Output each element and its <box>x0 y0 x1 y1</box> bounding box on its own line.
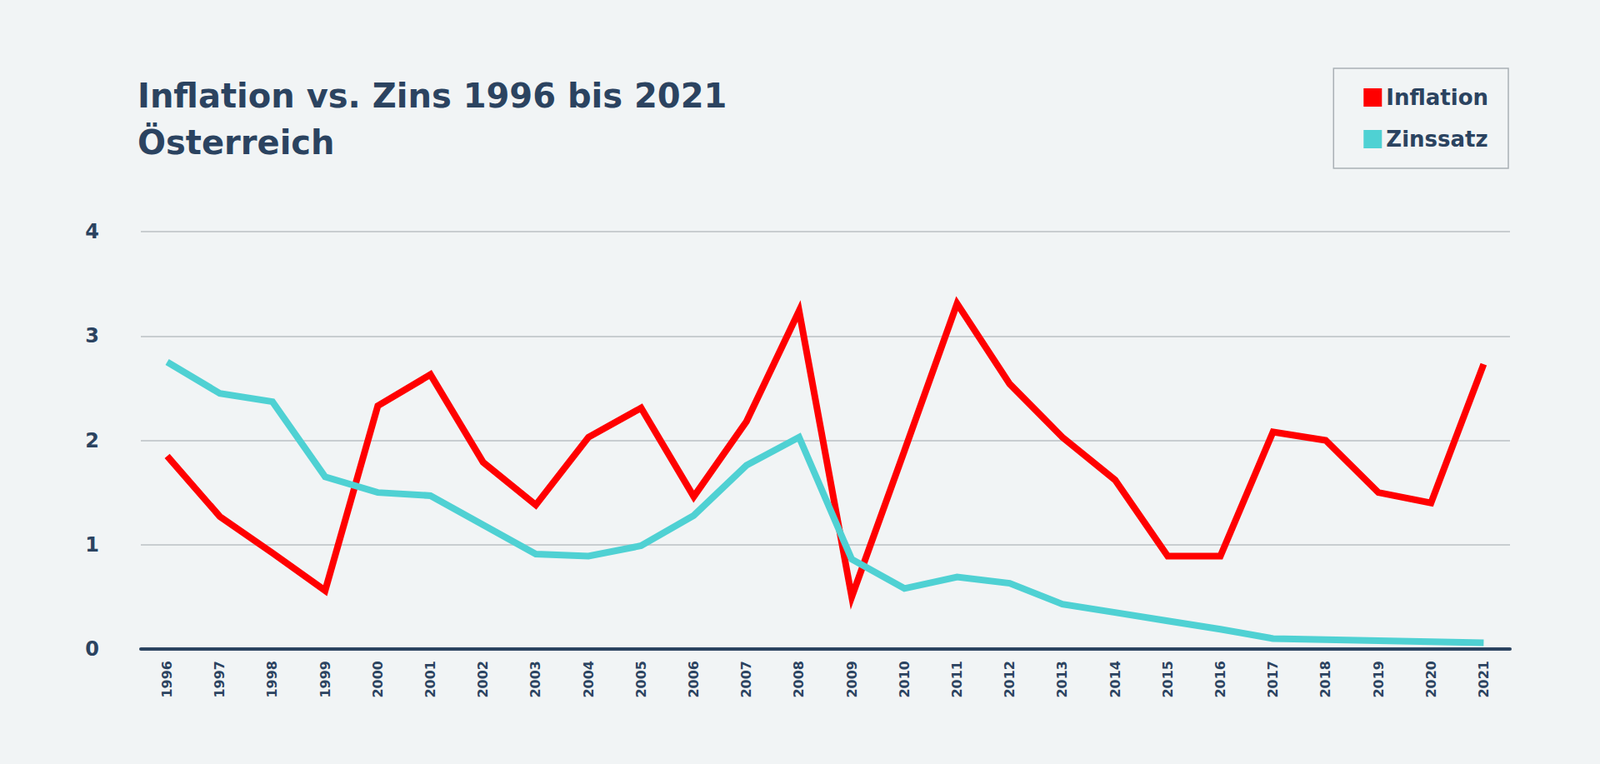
svg-text:2018: 2018 <box>1317 660 1334 699</box>
svg-text:2003: 2003 <box>527 660 544 699</box>
svg-text:2005: 2005 <box>633 660 650 699</box>
svg-text:2020: 2020 <box>1423 660 1440 699</box>
svg-text:Inflation: Inflation <box>1385 85 1489 110</box>
svg-text:2009: 2009 <box>844 660 860 699</box>
svg-text:2011: 2011 <box>949 660 965 699</box>
svg-text:2000: 2000 <box>370 660 386 699</box>
svg-text:2019: 2019 <box>1370 660 1387 699</box>
svg-text:0: 0 <box>85 637 100 661</box>
svg-text:2: 2 <box>85 429 100 453</box>
svg-text:2001: 2001 <box>422 660 439 699</box>
svg-text:2008: 2008 <box>790 660 807 699</box>
svg-text:2010: 2010 <box>896 660 913 699</box>
svg-text:2021: 2021 <box>1475 660 1492 699</box>
svg-text:4: 4 <box>85 220 100 244</box>
svg-text:2012: 2012 <box>1001 660 1018 699</box>
svg-text:2016: 2016 <box>1212 660 1229 699</box>
svg-text:2007: 2007 <box>738 660 755 699</box>
svg-text:2015: 2015 <box>1160 660 1176 699</box>
svg-text:3: 3 <box>85 324 100 348</box>
svg-text:Österreich: Österreich <box>137 122 335 162</box>
svg-text:1997: 1997 <box>211 660 228 699</box>
svg-text:2017: 2017 <box>1265 660 1281 699</box>
svg-text:2004: 2004 <box>580 660 597 699</box>
svg-text:Zinssatz: Zinssatz <box>1385 126 1488 152</box>
svg-text:1: 1 <box>85 533 100 557</box>
svg-text:2002: 2002 <box>475 660 491 699</box>
svg-text:1999: 1999 <box>317 660 334 699</box>
svg-text:2014: 2014 <box>1107 660 1124 699</box>
svg-text:1998: 1998 <box>264 660 280 699</box>
svg-text:2013: 2013 <box>1054 660 1070 699</box>
svg-text:Inflation vs. Zins 1996 bis 20: Inflation vs. Zins 1996 bis 2021 <box>137 76 727 115</box>
svg-text:2006: 2006 <box>685 660 702 699</box>
svg-text:1996: 1996 <box>159 660 175 699</box>
